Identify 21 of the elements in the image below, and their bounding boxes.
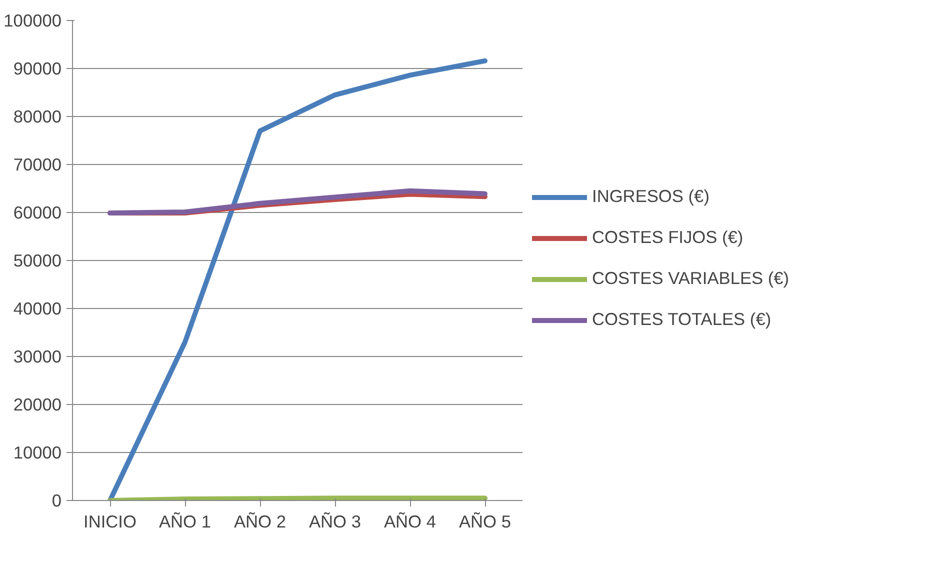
legend-label: INGRESOS (€) <box>592 186 710 207</box>
y-tick-label: 30000 <box>13 346 62 366</box>
x-tick-label: AÑO 4 <box>384 512 436 532</box>
y-tick-label: 20000 <box>13 394 62 414</box>
y-tick-label: 80000 <box>13 106 62 126</box>
y-tick-label: 70000 <box>13 154 62 174</box>
y-tick-label: 60000 <box>13 202 62 222</box>
x-tick-label: AÑO 5 <box>459 512 512 532</box>
y-tick-label: 40000 <box>13 298 62 318</box>
y-tick-label: 90000 <box>13 58 62 78</box>
legend-label: COSTES VARIABLES (€) <box>592 268 790 289</box>
legend-label: COSTES FIJOS (€) <box>592 227 744 248</box>
legend-label: COSTES TOTALES (€) <box>592 309 772 330</box>
x-tick-label: AÑO 3 <box>309 512 362 532</box>
x-tick-label: INICIO <box>84 512 136 532</box>
y-tick-label: 50000 <box>13 250 62 270</box>
x-tick-label: AÑO 1 <box>159 512 212 532</box>
y-tick-label: 0 <box>52 490 62 510</box>
y-tick-label: 10000 <box>13 442 62 462</box>
y-tick-label: 100000 <box>4 10 62 30</box>
x-tick-label: AÑO 2 <box>234 512 286 532</box>
